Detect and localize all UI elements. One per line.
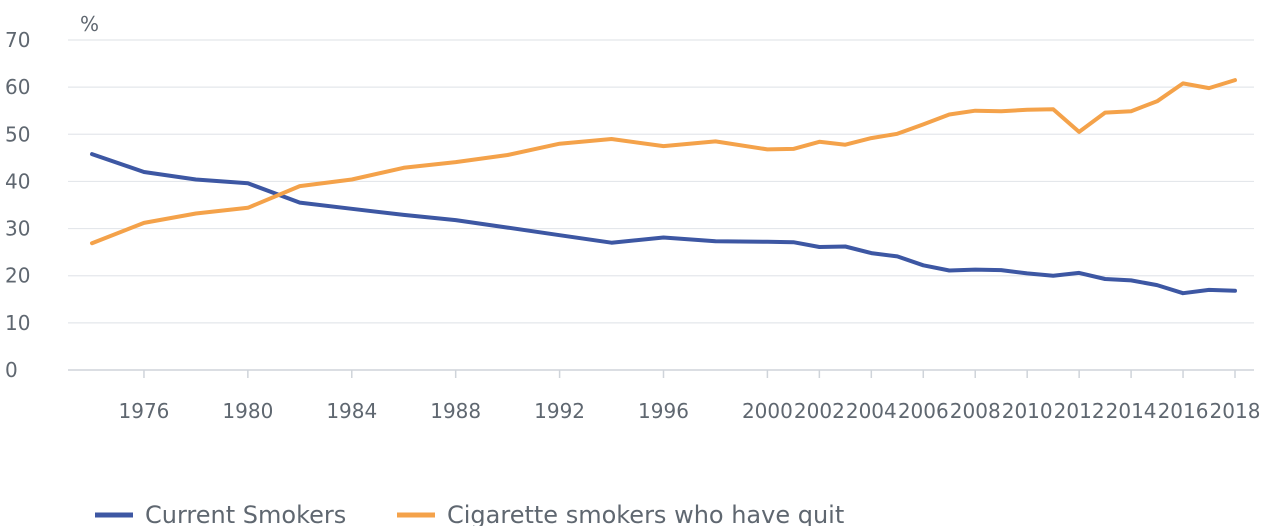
x-tick-label: 1996 (638, 399, 689, 423)
x-axis: 1976 1980 1984 1988 1992 1996 2000 2002 2004 2006… (119, 370, 1261, 423)
y-tick-label: 70 (5, 28, 30, 52)
x-tick-label: 1976 (119, 399, 170, 423)
y-unit-label: % (80, 12, 99, 36)
x-tick-label: 2008 (950, 399, 1001, 423)
y-tick-label: 0 (5, 358, 18, 382)
x-tick-label: 2016 (1158, 399, 1209, 423)
y-tick-label: 10 (5, 311, 30, 335)
series-line-quit-smokers (90, 78, 1237, 246)
legend-item-quit-smokers: Cigarette smokers who have quit (397, 501, 844, 526)
x-tick-label: 1980 (222, 399, 273, 423)
x-tick-label: 2006 (898, 399, 949, 423)
x-tick-label: 2014 (1106, 399, 1157, 423)
y-tick-label: 30 (5, 217, 30, 241)
y-tick-label: 50 (5, 122, 30, 146)
series-lines (90, 78, 1237, 296)
x-tick-label: 1988 (430, 399, 481, 423)
grid-lines (68, 39, 1254, 371)
legend: Current Smokers Cigarette smokers who ha… (95, 501, 844, 526)
legend-label-current-smokers: Current Smokers (145, 501, 346, 526)
x-tick-label: 2000 (742, 399, 793, 423)
y-tick-label: 60 (5, 75, 30, 99)
y-tick-label: 40 (5, 169, 30, 193)
x-tick-label: 1984 (326, 399, 377, 423)
x-tick-label: 1992 (534, 399, 585, 423)
x-tick-label: 2002 (794, 399, 845, 423)
series-line-current-smokers (90, 152, 1237, 296)
x-tick-label: 2004 (846, 399, 897, 423)
y-tick-label: 20 (5, 264, 30, 288)
legend-label-quit-smokers: Cigarette smokers who have quit (447, 501, 844, 526)
x-tick-label: 2012 (1054, 399, 1105, 423)
legend-item-current-smokers: Current Smokers (95, 501, 346, 526)
y-axis: % 0 10 20 30 40 50 60 70 (5, 12, 99, 382)
x-tick-label: 2010 (1002, 399, 1053, 423)
x-tick-label: 2018 (1210, 399, 1261, 423)
